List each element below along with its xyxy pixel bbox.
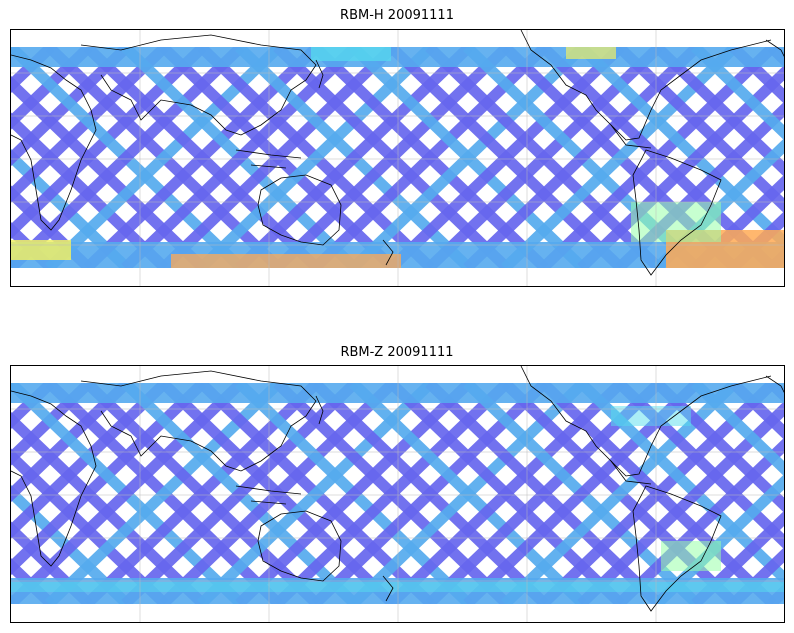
swath-tracks [11, 47, 784, 268]
swath-ascending [729, 47, 784, 104]
panel-title-rbm-z: RBM-Z 20091111 [340, 345, 454, 360]
north-edge-band [11, 383, 784, 403]
coastlines [11, 366, 784, 612]
coastlines [11, 30, 784, 276]
high-value-patches [11, 406, 784, 592]
swath-descending [11, 383, 131, 503]
swath-ascending [729, 383, 784, 440]
swath-descending [729, 547, 784, 604]
satellite-swath-map-rbm-z [11, 366, 784, 622]
panel-title-rbm-h: RBM-H 20091111 [340, 8, 454, 23]
swath-ascending [691, 47, 784, 141]
map-panel-rbm-h [10, 29, 785, 287]
swath-ascending [11, 148, 131, 268]
swath-ascending [11, 484, 131, 604]
graticule [11, 30, 784, 286]
swath-descending [615, 437, 784, 604]
swath-descending [691, 510, 784, 604]
satellite-swath-map-rbm-h [11, 30, 784, 286]
swath-tracks [11, 383, 784, 604]
swath-descending [11, 47, 131, 167]
swath-ascending [691, 383, 784, 477]
graticule [11, 366, 784, 622]
map-panel-rbm-z [10, 365, 785, 623]
